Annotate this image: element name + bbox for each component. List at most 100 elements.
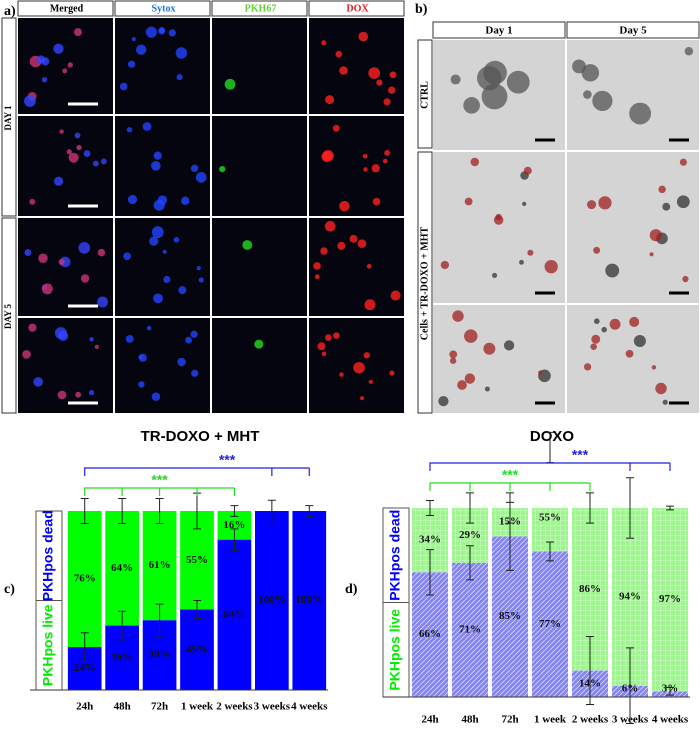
cell: [177, 357, 186, 367]
cell: [679, 158, 687, 166]
cell: [29, 198, 36, 205]
cell: [127, 194, 138, 205]
cell: [175, 47, 188, 59]
cell: [41, 283, 53, 295]
error-bar: [666, 505, 674, 511]
data-label: 76%: [74, 573, 96, 585]
x-tick-label: 2 weeks: [572, 714, 609, 726]
significance-label: ***: [502, 467, 519, 483]
cell: [173, 237, 180, 243]
cell: [337, 241, 346, 250]
column-header-box: [211, 0, 308, 17]
cell: [662, 202, 671, 211]
panel-label: b): [415, 2, 428, 17]
cell: [452, 310, 464, 322]
cell: [363, 352, 371, 359]
cell: [321, 351, 327, 357]
cell: [176, 74, 183, 81]
cell: [506, 70, 530, 94]
column-header: PKH67: [245, 3, 277, 14]
error-bar: [230, 528, 239, 551]
column-header-box: [566, 21, 700, 39]
cell: [339, 66, 348, 75]
cell: [317, 342, 326, 351]
column-header-box: [308, 0, 405, 17]
cell: [320, 247, 328, 255]
cell: [185, 336, 192, 344]
cell: [440, 260, 450, 270]
legend-box: [382, 602, 410, 698]
cell: [24, 249, 32, 256]
cell: [153, 151, 162, 160]
cell: [36, 55, 46, 64]
significance-bracket: [84, 487, 236, 496]
x-tick-label: 3 weeks: [254, 701, 291, 713]
cell: [119, 82, 128, 91]
cell: [363, 167, 368, 172]
cell: [151, 392, 161, 401]
cell: [33, 377, 43, 387]
cell: [149, 236, 159, 246]
cell: [364, 299, 376, 311]
cell: [629, 102, 652, 125]
column-header: DOX: [346, 3, 369, 14]
cell: [655, 382, 667, 395]
cell: [481, 83, 508, 110]
cell: [242, 240, 253, 250]
significance-label: ***: [151, 472, 168, 488]
cell: [168, 29, 176, 37]
error-bar: [586, 492, 594, 524]
significance-label: ***: [219, 452, 236, 468]
cell: [224, 78, 236, 90]
cell: [484, 386, 490, 392]
cell: [97, 296, 108, 308]
cell: [583, 90, 592, 99]
cell: [145, 26, 157, 38]
legend-label: PKHpos live: [387, 609, 403, 691]
cell: [97, 248, 106, 257]
cell: [151, 160, 161, 171]
row-label: DAY 5: [3, 303, 13, 329]
error-bar: [586, 636, 594, 706]
error-bar: [466, 492, 474, 524]
x-tick-label: 48h: [461, 714, 478, 726]
cell: [651, 365, 657, 370]
panel-label: c): [4, 582, 15, 597]
cell: [53, 176, 64, 186]
data-label: 77%: [539, 618, 561, 630]
data-label: 61%: [149, 559, 171, 571]
cell: [587, 200, 597, 210]
x-tick-label: 1 week: [534, 714, 567, 726]
data-label: 97%: [659, 593, 681, 605]
data-label: 55%: [186, 554, 208, 566]
cell: [463, 97, 480, 114]
cell: [593, 246, 601, 254]
cell: [219, 165, 226, 173]
cell: [527, 249, 534, 256]
cell: [684, 47, 694, 56]
cell: [389, 370, 395, 376]
data-label: 45%: [186, 643, 208, 655]
data-label: 100%: [258, 594, 286, 606]
cell: [629, 316, 640, 327]
cell: [138, 381, 145, 388]
cell: [483, 60, 507, 85]
column-header-box: [114, 0, 211, 17]
cell: [388, 86, 396, 94]
cell: [325, 334, 332, 341]
cell: [464, 329, 478, 343]
cell: [24, 95, 36, 108]
cell: [146, 325, 152, 331]
data-label: 84%: [223, 608, 245, 620]
legend-box: [382, 507, 410, 603]
cell: [362, 153, 368, 159]
cell: [92, 160, 99, 167]
cell: [89, 390, 95, 396]
cell: [376, 79, 383, 86]
cell: [583, 363, 592, 371]
cell: [503, 340, 515, 351]
cell: [22, 350, 31, 359]
cell: [649, 252, 654, 257]
cell: [125, 334, 134, 343]
panel-label: d): [345, 582, 358, 597]
